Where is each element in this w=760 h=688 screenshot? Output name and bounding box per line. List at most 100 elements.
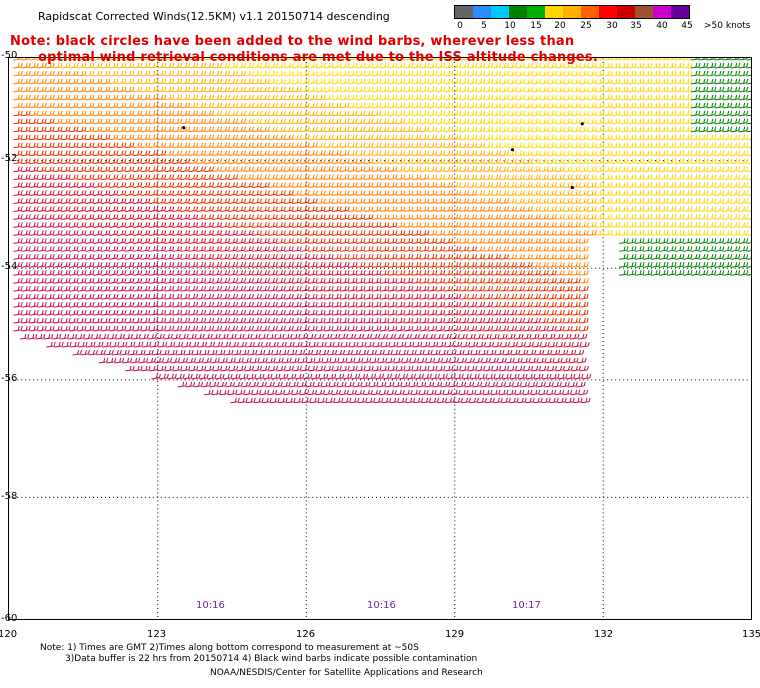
wind-barb <box>348 222 358 228</box>
wind-barb <box>587 78 597 85</box>
wind-barb <box>84 78 95 85</box>
wind-barb <box>443 94 454 101</box>
wind-barb <box>451 86 462 93</box>
wind-barb <box>148 254 159 260</box>
wind-barb <box>467 309 478 316</box>
wind-barb <box>507 286 517 292</box>
wind-barb <box>37 230 47 236</box>
wind-barb <box>403 309 414 316</box>
wind-barb <box>483 294 494 300</box>
wind-barb <box>124 254 135 260</box>
wind-barb <box>204 78 215 85</box>
wind-barb <box>674 198 685 204</box>
wind-barb <box>77 62 87 69</box>
wind-barb <box>324 286 334 292</box>
wind-barb <box>359 349 369 356</box>
wind-barb <box>603 62 613 69</box>
wind-barb <box>395 86 406 93</box>
wind-barb <box>571 150 581 157</box>
wind-barb <box>316 118 326 125</box>
wind-barb <box>345 357 356 364</box>
wind-barb <box>400 381 411 388</box>
wind-barb <box>635 78 645 85</box>
wind-barb <box>547 302 557 308</box>
wind-barb <box>682 262 693 268</box>
wind-barb <box>236 302 246 308</box>
wind-barb <box>156 102 167 109</box>
wind-barb <box>172 150 183 157</box>
wind-barb <box>666 126 677 133</box>
wind-barb <box>515 309 525 316</box>
wind-barb <box>220 230 231 236</box>
wind-barb <box>666 182 677 189</box>
wind-barb <box>236 142 246 149</box>
wind-barb <box>443 262 454 268</box>
wind-barb <box>276 222 286 228</box>
wind-barb <box>276 317 286 324</box>
wind-barb <box>363 278 374 284</box>
wind-barb <box>69 317 79 324</box>
wind-barb <box>650 246 661 252</box>
wind-barb <box>124 110 135 117</box>
wind-barb <box>491 86 502 93</box>
wind-barb <box>523 58 533 61</box>
wind-barb <box>276 230 286 236</box>
wind-barb <box>539 365 550 372</box>
wind-barb <box>204 317 215 324</box>
wind-barb <box>619 126 629 133</box>
wind-barb <box>268 150 278 157</box>
wind-barb <box>512 381 522 388</box>
wind-barb <box>499 294 510 300</box>
wind-barb <box>188 158 199 165</box>
wind-barb <box>666 118 677 125</box>
wind-barb <box>184 349 194 356</box>
wind-barb <box>278 397 288 404</box>
wind-barb <box>236 222 246 228</box>
wind-barb <box>422 373 432 380</box>
wind-barb <box>381 397 392 404</box>
wind-barb <box>309 397 320 404</box>
wind-barb <box>37 214 47 220</box>
wind-barb <box>148 126 159 133</box>
wind-barb <box>363 174 374 181</box>
wind-barb <box>375 349 385 356</box>
wind-barb <box>377 357 388 364</box>
wind-barb <box>300 94 310 101</box>
wind-barb <box>180 102 191 109</box>
wind-barb <box>531 150 541 157</box>
wind-barb <box>427 270 438 276</box>
wind-barb <box>354 333 365 340</box>
legend-tick-label: 10 <box>504 21 516 31</box>
wind-barb <box>332 78 342 85</box>
wind-barb <box>268 134 278 141</box>
wind-barb <box>643 110 653 117</box>
wind-barb <box>29 294 39 300</box>
wind-barb <box>220 270 231 276</box>
wind-barb <box>475 94 486 101</box>
wind-barb <box>180 294 191 300</box>
wind-barb <box>108 142 119 149</box>
wind-barb <box>204 302 215 308</box>
wind-barb <box>571 246 581 252</box>
wind-barb <box>483 190 494 197</box>
wind-barb <box>520 381 530 388</box>
wind-barb <box>698 126 709 133</box>
wind-barb <box>547 70 557 77</box>
wind-barb <box>451 182 462 189</box>
wind-barb <box>229 341 239 348</box>
wind-barb <box>332 262 342 268</box>
wind-barb <box>371 118 382 125</box>
wind-barb <box>427 317 438 324</box>
wind-barb <box>244 70 254 77</box>
wind-barb <box>491 270 502 276</box>
wind-barb <box>332 365 342 372</box>
wind-barb <box>244 214 254 220</box>
wind-barb <box>252 294 262 300</box>
wind-barb <box>555 365 566 372</box>
wind-barb <box>603 182 613 189</box>
wind-barb <box>579 222 589 228</box>
wind-barb <box>244 206 254 212</box>
wind-barb <box>274 357 284 364</box>
wind-barb <box>13 58 23 61</box>
wind-barb <box>363 62 374 69</box>
